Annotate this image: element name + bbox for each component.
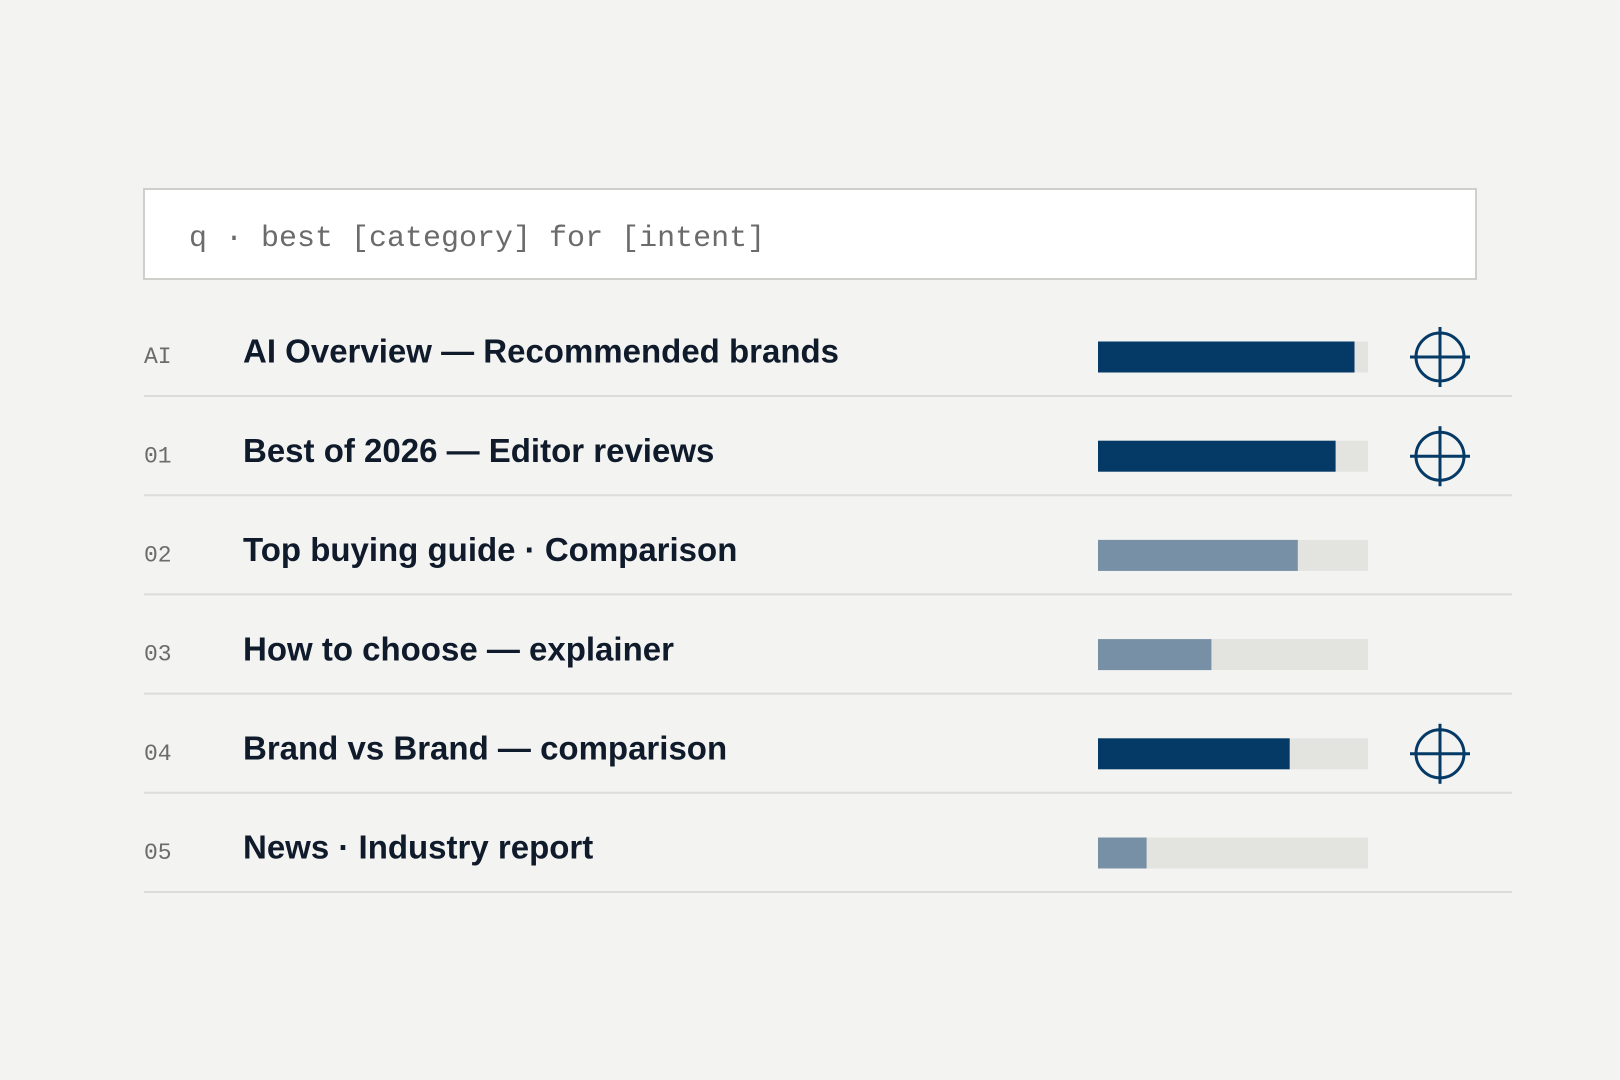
result-row[interactable]: 01 Best of 2026 — Editor reviews: [144, 426, 1512, 497]
result-row[interactable]: 05 News · Industry report: [144, 829, 1512, 893]
rank: 05: [144, 840, 172, 866]
result-title: News · Industry report: [243, 829, 593, 866]
result-title: Brand vs Brand — comparison: [243, 730, 727, 767]
search-query: q · best [category] for [intent]: [189, 222, 765, 256]
target-icon: [1410, 426, 1470, 487]
target-icon: [1410, 723, 1470, 784]
rank: 01: [144, 443, 172, 469]
target-icon: [1410, 327, 1470, 387]
rank: 02: [144, 542, 172, 568]
rank: AI: [144, 344, 172, 370]
bar-fill: [1098, 440, 1336, 472]
rank: 03: [144, 642, 172, 668]
result-row[interactable]: 03 How to choose — explainer: [144, 630, 1512, 695]
bar-fill: [1098, 837, 1147, 869]
bar-fill: [1098, 738, 1290, 770]
bar-fill: [1098, 639, 1212, 671]
rank: 04: [144, 741, 172, 767]
search-box[interactable]: [143, 188, 1477, 280]
result-row[interactable]: 02 Top buying guide · Comparison: [144, 531, 1512, 596]
result-title: AI Overview — Recommended brands: [243, 333, 839, 370]
result-row[interactable]: AI AI Overview — Recommended brands: [144, 327, 1512, 397]
bar-fill: [1098, 341, 1355, 373]
result-title: How to choose — explainer: [243, 630, 674, 667]
result-title: Best of 2026 — Editor reviews: [243, 432, 714, 469]
bar-fill: [1098, 539, 1298, 571]
result-row[interactable]: 04 Brand vs Brand — comparison: [144, 723, 1512, 794]
result-title: Top buying guide · Comparison: [243, 531, 737, 568]
